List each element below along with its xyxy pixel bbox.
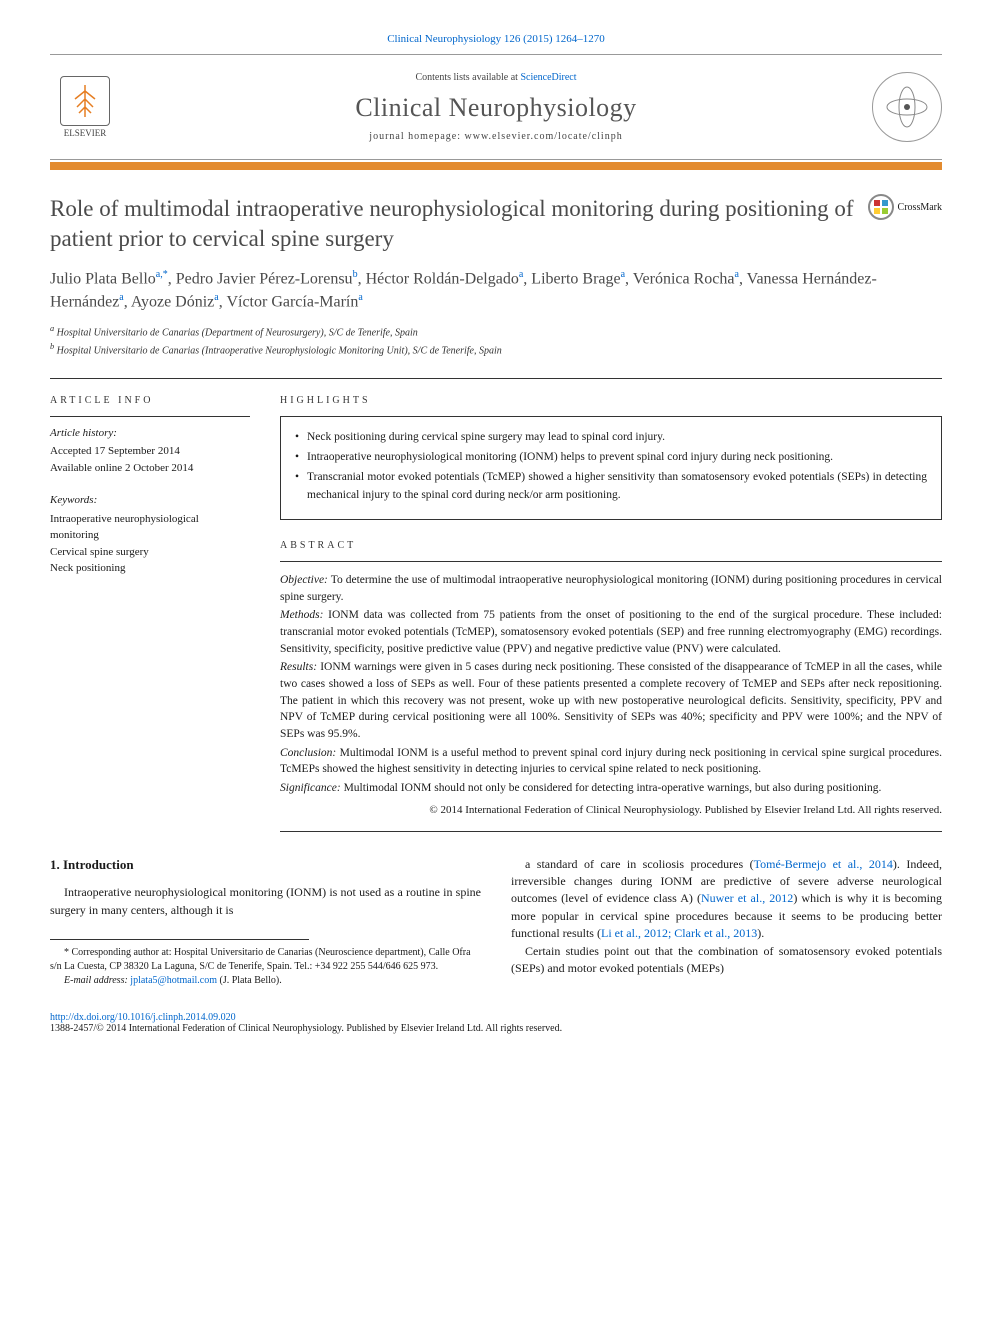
citation-link[interactable]: Clinical Neurophysiology 126 (2015) 1264… bbox=[387, 33, 605, 45]
crossmark-icon bbox=[868, 194, 894, 220]
journal-homepage: journal homepage: www.elsevier.com/locat… bbox=[120, 131, 872, 142]
citation-link[interactable]: Li et al., 2012; Clark et al., 2013 bbox=[601, 926, 757, 940]
abstract-body: Objective: To determine the use of multi… bbox=[280, 561, 942, 832]
history-heading: Article history: bbox=[50, 425, 250, 442]
body-paragraph: a standard of care in scoliosis procedur… bbox=[511, 856, 942, 943]
highlight-item: Neck positioning during cervical spine s… bbox=[295, 429, 927, 446]
email-footnote: E-mail address: jplata5@hotmail.com (J. … bbox=[50, 974, 481, 988]
highlights-box: Neck positioning during cervical spine s… bbox=[280, 416, 942, 520]
authors-list: Julio Plata Belloa,*, Pedro Javier Pérez… bbox=[50, 268, 942, 313]
highlight-item: Transcranial motor evoked potentials (Tc… bbox=[295, 469, 927, 504]
accent-bar bbox=[50, 162, 942, 170]
keyword: Neck positioning bbox=[50, 560, 250, 577]
section-heading: 1. Introduction bbox=[50, 856, 481, 875]
article-info-label: ARTICLE INFO bbox=[50, 395, 250, 406]
citation-link[interactable]: Nuwer et al., 2012 bbox=[701, 891, 793, 905]
corresponding-author-footnote: * Corresponding author at: Hospital Univ… bbox=[50, 946, 481, 974]
abstract-label: ABSTRACT bbox=[280, 540, 942, 551]
accepted-date: Accepted 17 September 2014 bbox=[50, 443, 250, 460]
crossmark-badge[interactable]: CrossMark bbox=[868, 194, 942, 220]
keyword: Intraoperative neurophysiological monito… bbox=[50, 511, 250, 544]
citation-link[interactable]: Tomé-Bermejo et al., 2014 bbox=[754, 857, 893, 871]
crossmark-label: CrossMark bbox=[898, 202, 942, 213]
article-title: Role of multimodal intraoperative neurop… bbox=[50, 194, 856, 254]
article-body: 1. Introduction Intraoperative neurophys… bbox=[50, 856, 942, 989]
highlight-item: Intraoperative neurophysiological monito… bbox=[295, 449, 927, 466]
issn-copyright: 1388-2457/© 2014 International Federatio… bbox=[50, 1023, 942, 1034]
keywords-heading: Keywords: bbox=[50, 492, 250, 509]
online-date: Available online 2 October 2014 bbox=[50, 460, 250, 477]
journal-header-box: ELSEVIER Contents lists available at Sci… bbox=[50, 54, 942, 160]
publisher-logo[interactable]: ELSEVIER bbox=[50, 67, 120, 147]
contents-available: Contents lists available at ScienceDirec… bbox=[120, 72, 872, 83]
journal-cover-icon bbox=[872, 72, 942, 142]
highlights-label: HIGHLIGHTS bbox=[280, 395, 942, 406]
publisher-name: ELSEVIER bbox=[64, 128, 107, 138]
body-paragraph: Certain studies point out that the combi… bbox=[511, 943, 942, 978]
doi-link[interactable]: http://dx.doi.org/10.1016/j.clinph.2014.… bbox=[50, 1012, 236, 1023]
keyword: Cervical spine surgery bbox=[50, 544, 250, 561]
page-footer: http://dx.doi.org/10.1016/j.clinph.2014.… bbox=[50, 1012, 942, 1034]
homepage-url[interactable]: www.elsevier.com/locate/clinph bbox=[465, 131, 623, 142]
abstract-copyright: © 2014 International Federation of Clini… bbox=[280, 803, 942, 819]
author-email-link[interactable]: jplata5@hotmail.com bbox=[130, 975, 217, 986]
sciencedirect-link[interactable]: ScienceDirect bbox=[520, 72, 576, 83]
citation-header: Clinical Neurophysiology 126 (2015) 1264… bbox=[50, 30, 942, 46]
article-info-sidebar: ARTICLE INFO Article history: Accepted 1… bbox=[50, 395, 250, 832]
affiliations: a Hospital Universitario de Canarias (De… bbox=[50, 323, 942, 358]
journal-name: Clinical Neurophysiology bbox=[120, 93, 872, 123]
body-paragraph: Intraoperative neurophysiological monito… bbox=[50, 884, 481, 919]
elsevier-tree-icon bbox=[60, 76, 110, 126]
